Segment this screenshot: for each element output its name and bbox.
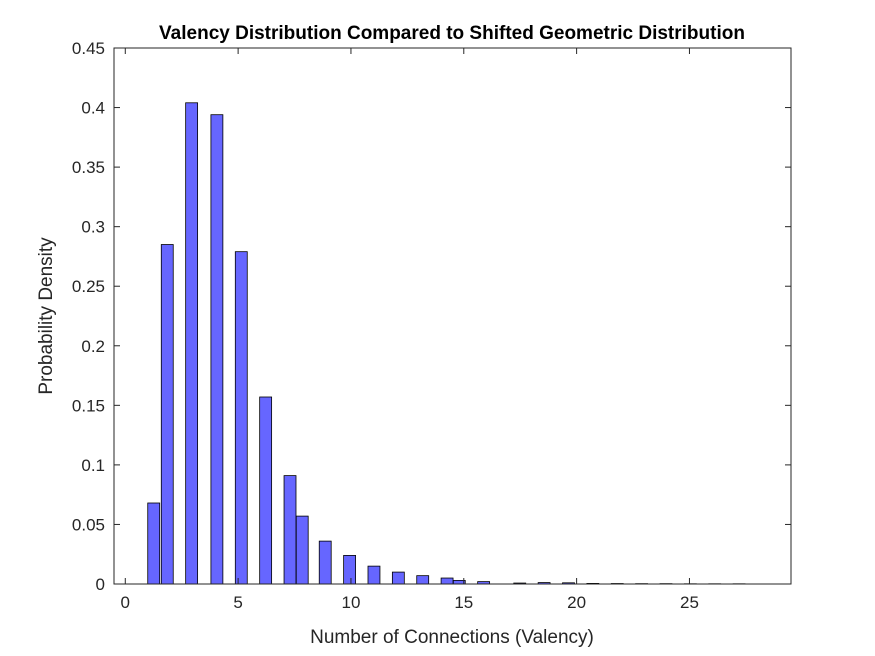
bars-group: [147, 102, 746, 585]
chart-title: Valency Distribution Compared to Shifted…: [159, 23, 745, 44]
x-tick-label: 10: [341, 593, 360, 612]
y-tick-label: 0.35: [72, 158, 105, 177]
y-tick-label: 0.15: [72, 396, 105, 415]
y-axis: 0 0.05 0.1 0.15 0.2 0.25 0.3 0.35 0.4 0.45: [72, 39, 791, 594]
bar: [343, 555, 356, 585]
y-tick-label: 0.25: [72, 277, 105, 296]
y-tick-label: 0.4: [81, 99, 105, 118]
y-tick-label: 0: [96, 575, 105, 594]
x-axis: 0 5 10 15 20 25: [121, 48, 699, 612]
bar: [391, 571, 405, 585]
x-tick-label: 5: [233, 593, 242, 612]
bar: [367, 565, 381, 585]
y-tick-label: 0.3: [81, 218, 105, 237]
bar: [318, 540, 332, 585]
x-tick-label: 25: [680, 593, 699, 612]
y-tick-label: 0.1: [81, 456, 105, 475]
y-tick-label: 0.45: [72, 39, 105, 58]
y-tick-label: 0.05: [72, 515, 105, 534]
bar: [147, 502, 161, 585]
x-axis-label: Number of Connections (Valency): [310, 627, 594, 648]
plot-area-frame: [113, 47, 792, 585]
bar: [160, 244, 174, 585]
bar: [440, 577, 454, 585]
bar: [259, 396, 273, 585]
bar: [416, 575, 430, 585]
x-tick-label: 0: [121, 593, 130, 612]
bar: [234, 251, 248, 585]
y-tick-label: 0.2: [81, 337, 105, 356]
x-tick-label: 20: [567, 593, 586, 612]
x-tick-label: 15: [454, 593, 473, 612]
bar: [185, 102, 199, 585]
bar: [295, 515, 309, 585]
bar: [210, 114, 224, 585]
bar: [283, 475, 297, 585]
y-axis-label: Probability Density: [36, 237, 57, 395]
